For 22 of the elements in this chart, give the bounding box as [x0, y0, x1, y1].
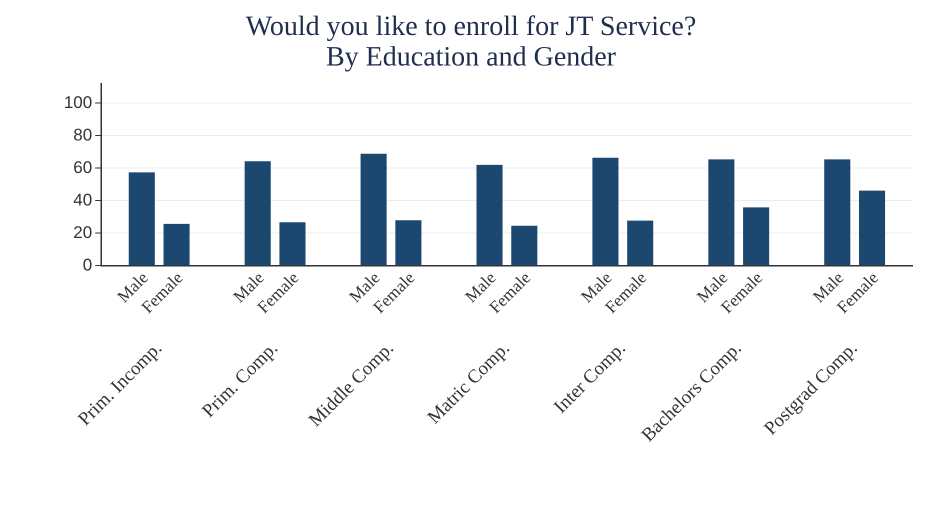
bar: [128, 172, 155, 266]
y-tick-label: 20: [73, 222, 92, 242]
bar: [395, 220, 422, 266]
bar: [627, 220, 654, 266]
bar: [360, 154, 387, 266]
bar: [708, 159, 734, 266]
bar: [164, 224, 190, 266]
y-tick-label: 60: [73, 158, 92, 177]
bar: [743, 207, 770, 266]
bar: [511, 226, 538, 266]
y-tick-label: 40: [73, 190, 92, 210]
bar: [592, 158, 618, 266]
chart-subtitle: By Education and Gender: [326, 42, 617, 73]
bar: [859, 190, 886, 266]
bar: [244, 161, 271, 266]
bar: [279, 222, 306, 266]
bar: [476, 164, 503, 266]
y-tick-label: 80: [73, 125, 92, 144]
y-tick-label: 100: [64, 92, 92, 112]
y-tick-label: 0: [82, 255, 92, 274]
chart-title: Would you like to enroll for JT Service?: [246, 10, 696, 42]
bar: [824, 159, 850, 266]
